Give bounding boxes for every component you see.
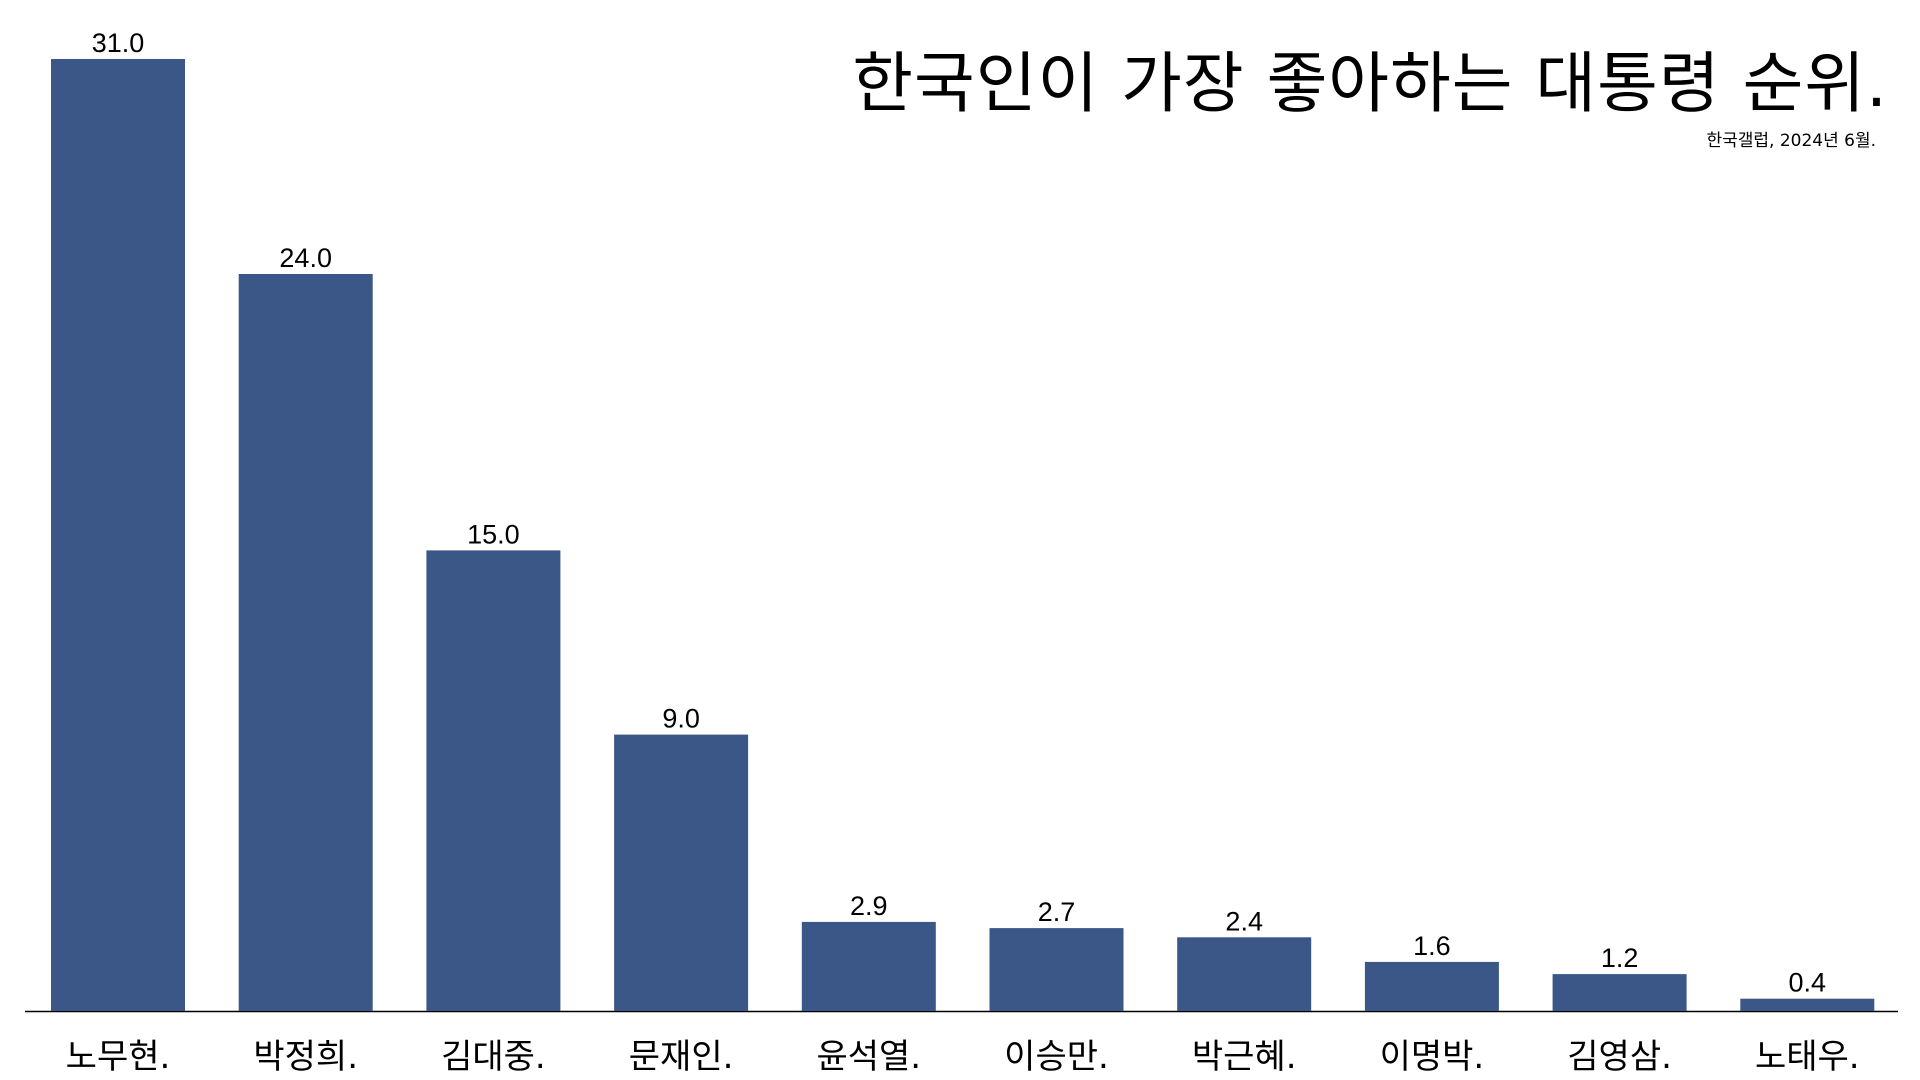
category-label-9: 김영삼.: [1567, 1037, 1672, 1077]
data-label-2: 24.0: [279, 243, 332, 273]
bar-1: [51, 59, 185, 1011]
category-label-3: 김대중.: [441, 1037, 546, 1077]
data-label-10: 0.4: [1789, 968, 1827, 998]
data-label-5: 2.9: [850, 891, 888, 921]
category-label-2: 박정희.: [253, 1037, 358, 1077]
bar-3: [426, 550, 561, 1011]
data-label-8: 1.6: [1413, 931, 1451, 961]
data-label-3: 15.0: [467, 519, 520, 549]
data-label-9: 1.2: [1601, 943, 1639, 973]
category-label-4: 문재인.: [629, 1037, 734, 1077]
chart-title: 한국인이 가장 좋아하는 대통령 순위.: [852, 45, 1888, 122]
data-label-4: 9.0: [662, 704, 700, 734]
category-label-7: 박근혜.: [1192, 1037, 1297, 1077]
data-label-1: 31.0: [92, 28, 145, 58]
category-label-8: 이명박.: [1380, 1037, 1485, 1077]
bar-5: [801, 921, 936, 1011]
category-label-10: 노태우.: [1755, 1037, 1860, 1077]
chart-subtitle: 한국갤럽, 2024년 6월.: [1706, 131, 1876, 151]
bar-7: [1177, 937, 1312, 1011]
bar-4: [614, 734, 749, 1011]
bar-9: [1552, 974, 1687, 1011]
category-label-6: 이승만.: [1004, 1037, 1109, 1077]
bar-10: [1740, 998, 1875, 1011]
bar-8: [1364, 961, 1499, 1011]
category-label-1: 노무현.: [66, 1037, 171, 1077]
category-label-5: 윤석열.: [816, 1037, 921, 1077]
bar-6: [989, 928, 1124, 1011]
data-label-6: 2.7: [1038, 897, 1076, 927]
data-label-7: 2.4: [1225, 906, 1263, 936]
bar-2: [238, 274, 373, 1011]
